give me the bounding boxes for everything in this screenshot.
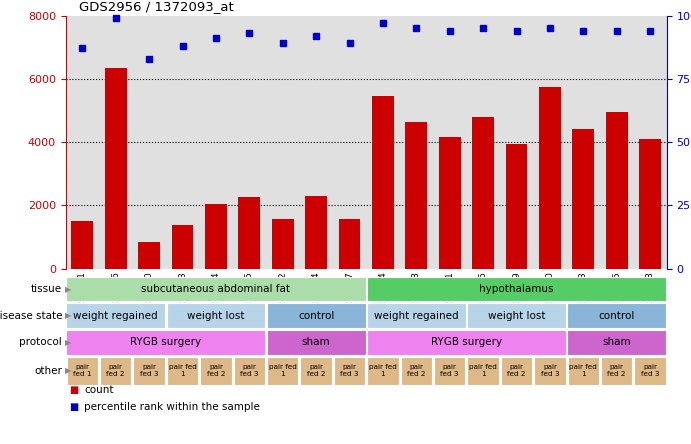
Text: GDS2956 / 1372093_at: GDS2956 / 1372093_at — [79, 0, 234, 13]
Text: ■: ■ — [69, 402, 78, 412]
Text: ▶: ▶ — [65, 366, 71, 375]
Bar — [167, 303, 265, 328]
Bar — [634, 357, 666, 385]
Bar — [606, 112, 627, 269]
Bar — [301, 357, 332, 385]
Text: hypothalamus: hypothalamus — [480, 284, 553, 294]
Bar — [267, 303, 366, 328]
Text: pair
fed 2: pair fed 2 — [407, 365, 426, 377]
Text: weight lost: weight lost — [187, 311, 245, 321]
Text: pair
fed 3: pair fed 3 — [240, 365, 258, 377]
Bar — [105, 68, 126, 269]
Bar — [267, 357, 299, 385]
Bar — [639, 139, 661, 269]
Bar — [66, 357, 98, 385]
Text: subcutaneous abdominal fat: subcutaneous abdominal fat — [142, 284, 290, 294]
Text: pair
fed 3: pair fed 3 — [540, 365, 559, 377]
Bar — [467, 303, 566, 328]
Bar — [339, 219, 361, 269]
Bar — [133, 357, 165, 385]
Bar — [267, 330, 366, 355]
Text: weight regained: weight regained — [73, 311, 158, 321]
Text: control: control — [598, 311, 635, 321]
Text: weight lost: weight lost — [488, 311, 545, 321]
Bar — [200, 357, 231, 385]
Text: pair
fed 2: pair fed 2 — [607, 365, 626, 377]
Bar — [567, 330, 666, 355]
Bar — [534, 357, 566, 385]
Bar — [334, 357, 366, 385]
Text: sham: sham — [302, 337, 330, 347]
Text: count: count — [84, 385, 114, 395]
Bar — [367, 330, 566, 355]
Text: other: other — [35, 366, 62, 376]
Text: pair fed
1: pair fed 1 — [169, 365, 196, 377]
Bar — [401, 357, 432, 385]
Text: disease state: disease state — [0, 311, 62, 321]
Text: percentile rank within the sample: percentile rank within the sample — [84, 402, 261, 412]
Text: pair
fed 3: pair fed 3 — [641, 365, 659, 377]
Text: pair fed
1: pair fed 1 — [269, 365, 296, 377]
Bar — [205, 204, 227, 269]
Bar — [171, 225, 193, 269]
Bar — [567, 303, 666, 328]
Text: pair fed
1: pair fed 1 — [569, 365, 597, 377]
Bar — [367, 303, 466, 328]
Bar — [467, 357, 499, 385]
Bar — [138, 242, 160, 269]
Bar — [66, 277, 366, 301]
Text: pair
fed 2: pair fed 2 — [207, 365, 225, 377]
Text: pair
fed 2: pair fed 2 — [507, 365, 526, 377]
Bar — [567, 357, 599, 385]
Bar — [501, 357, 532, 385]
Text: pair
fed 1: pair fed 1 — [73, 365, 92, 377]
Bar — [272, 218, 294, 269]
Text: control: control — [298, 311, 334, 321]
Bar — [234, 357, 265, 385]
Bar — [406, 122, 427, 269]
Bar — [238, 198, 261, 269]
Bar — [601, 357, 632, 385]
Bar — [66, 303, 165, 328]
Text: sham: sham — [603, 337, 631, 347]
Bar — [439, 137, 461, 269]
Text: RYGB surgery: RYGB surgery — [131, 337, 201, 347]
Bar — [367, 357, 399, 385]
Text: ▶: ▶ — [65, 311, 71, 320]
Text: protocol: protocol — [19, 337, 62, 347]
Bar — [434, 357, 466, 385]
Text: tissue: tissue — [31, 284, 62, 294]
Text: ■: ■ — [69, 385, 78, 395]
Text: ▶: ▶ — [65, 285, 71, 293]
Bar — [572, 130, 594, 269]
Bar — [305, 196, 327, 269]
Bar — [71, 221, 93, 269]
Bar — [167, 357, 198, 385]
Bar — [66, 330, 265, 355]
Bar — [539, 87, 561, 269]
Text: pair
fed 3: pair fed 3 — [440, 365, 459, 377]
Bar — [367, 277, 666, 301]
Text: pair
fed 2: pair fed 2 — [106, 365, 125, 377]
Text: pair fed
1: pair fed 1 — [369, 365, 397, 377]
Text: RYGB surgery: RYGB surgery — [431, 337, 502, 347]
Text: pair
fed 3: pair fed 3 — [140, 365, 158, 377]
Text: pair
fed 2: pair fed 2 — [307, 365, 325, 377]
Bar — [100, 357, 131, 385]
Bar — [472, 117, 494, 269]
Text: pair
fed 3: pair fed 3 — [340, 365, 359, 377]
Text: pair fed
1: pair fed 1 — [469, 365, 497, 377]
Bar — [506, 144, 527, 269]
Text: ▶: ▶ — [65, 338, 71, 347]
Bar — [372, 96, 394, 269]
Text: weight regained: weight regained — [374, 311, 459, 321]
